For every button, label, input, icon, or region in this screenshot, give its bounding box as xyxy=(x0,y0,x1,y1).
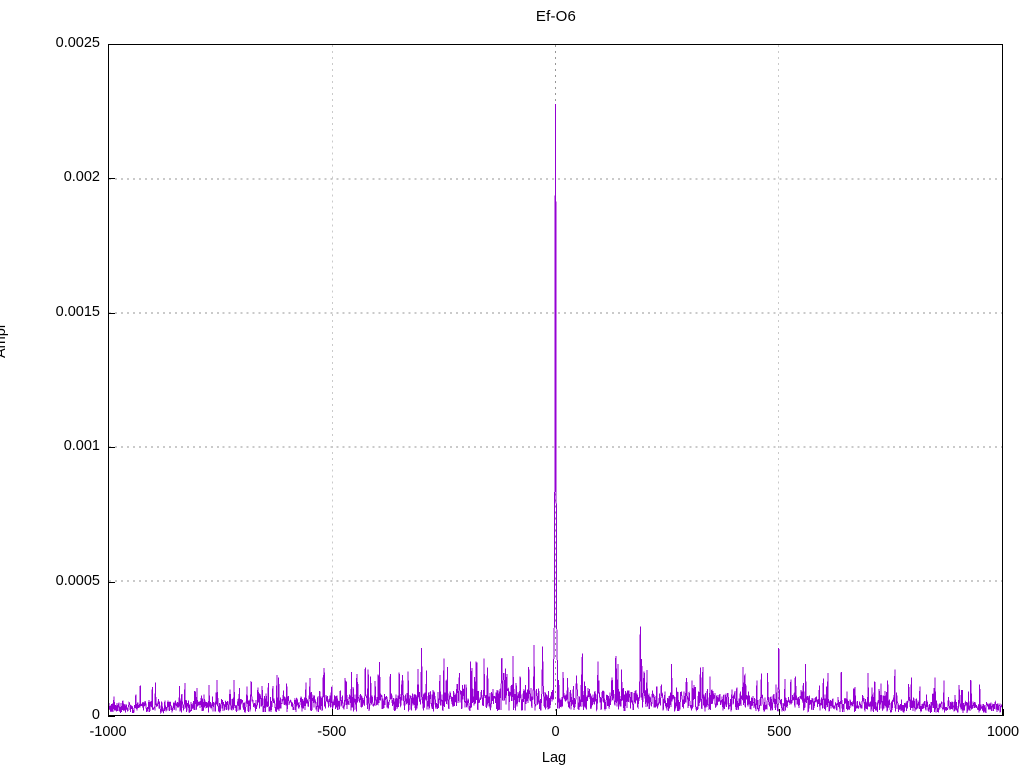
x-axis-label-text: Lag xyxy=(541,750,567,766)
y-axis-tick-labels: 0 0.0005 0.001 0.0015 0.002 0.0025 xyxy=(0,0,100,768)
chart-title: Ef-O6 xyxy=(0,8,1024,25)
x-tick-label: -500 xyxy=(317,724,347,740)
y-tick-label: 0.001 xyxy=(63,438,100,455)
x-axis-label: Lag xyxy=(0,750,1024,766)
plot-area xyxy=(108,44,1003,716)
chart-title-text: Ef-O6 xyxy=(535,8,577,25)
y-tick-mark xyxy=(108,312,115,314)
y-tick-mark xyxy=(108,716,115,717)
x-tick-mark xyxy=(555,709,557,716)
data-series xyxy=(109,103,1002,715)
series-line xyxy=(109,103,1002,715)
y-axis-label-text: Ampl xyxy=(0,324,9,358)
x-tick-label: 1000 xyxy=(986,724,1020,740)
y-tick-mark xyxy=(108,178,115,180)
y-tick-mark xyxy=(108,44,115,45)
gridlines xyxy=(109,45,1002,715)
x-tick-label: 500 xyxy=(767,724,792,740)
y-tick-label: 0.0005 xyxy=(55,572,100,589)
x-tick-label: 0 xyxy=(551,724,560,740)
y-tick-label: 0.002 xyxy=(63,169,100,186)
y-tick-label: 0.0015 xyxy=(55,303,100,320)
x-tick-label: -1000 xyxy=(89,724,127,740)
x-tick-mark xyxy=(1003,709,1004,716)
x-tick-mark xyxy=(108,709,109,716)
x-tick-mark xyxy=(331,709,333,716)
y-tick-label: 0.0025 xyxy=(55,35,100,51)
y-tick-mark xyxy=(108,581,115,583)
y-tick-label: 0 xyxy=(91,707,100,723)
x-axis-tick-labels: -1000 -500 0 500 1000 xyxy=(0,724,1024,748)
y-tick-mark xyxy=(108,447,115,449)
plot-canvas xyxy=(109,45,1002,715)
x-tick-mark xyxy=(779,709,781,716)
y-axis-label: Ampl xyxy=(0,325,9,358)
